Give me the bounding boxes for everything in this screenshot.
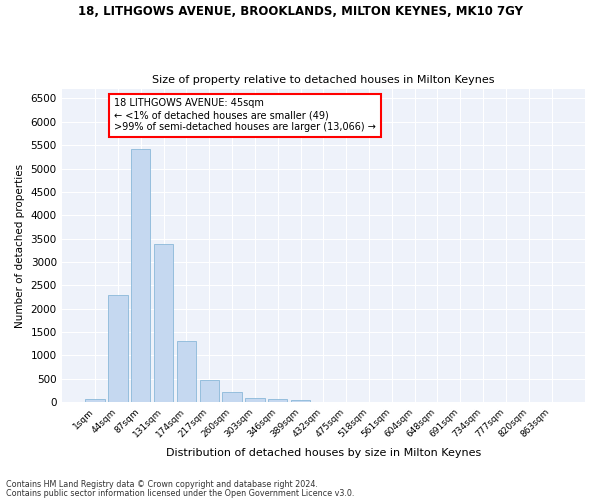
Title: Size of property relative to detached houses in Milton Keynes: Size of property relative to detached ho…: [152, 76, 494, 86]
Bar: [223, 392, 242, 402]
Bar: [108, 294, 128, 402]
Text: 18 LITHGOWS AVENUE: 45sqm
← <1% of detached houses are smaller (49)
>99% of semi: 18 LITHGOWS AVENUE: 45sqm ← <1% of detac…: [114, 98, 376, 132]
Bar: [245, 398, 265, 402]
Bar: [268, 399, 287, 402]
X-axis label: Distribution of detached houses by size in Milton Keynes: Distribution of detached houses by size …: [166, 448, 481, 458]
Bar: [154, 244, 173, 402]
Bar: [177, 342, 196, 402]
Y-axis label: Number of detached properties: Number of detached properties: [15, 164, 25, 328]
Bar: [85, 399, 105, 402]
Bar: [200, 380, 219, 402]
Text: Contains HM Land Registry data © Crown copyright and database right 2024.: Contains HM Land Registry data © Crown c…: [6, 480, 318, 489]
Text: 18, LITHGOWS AVENUE, BROOKLANDS, MILTON KEYNES, MK10 7GY: 18, LITHGOWS AVENUE, BROOKLANDS, MILTON …: [77, 5, 523, 18]
Text: Contains public sector information licensed under the Open Government Licence v3: Contains public sector information licen…: [6, 488, 355, 498]
Bar: [291, 400, 310, 402]
Bar: [131, 149, 151, 402]
